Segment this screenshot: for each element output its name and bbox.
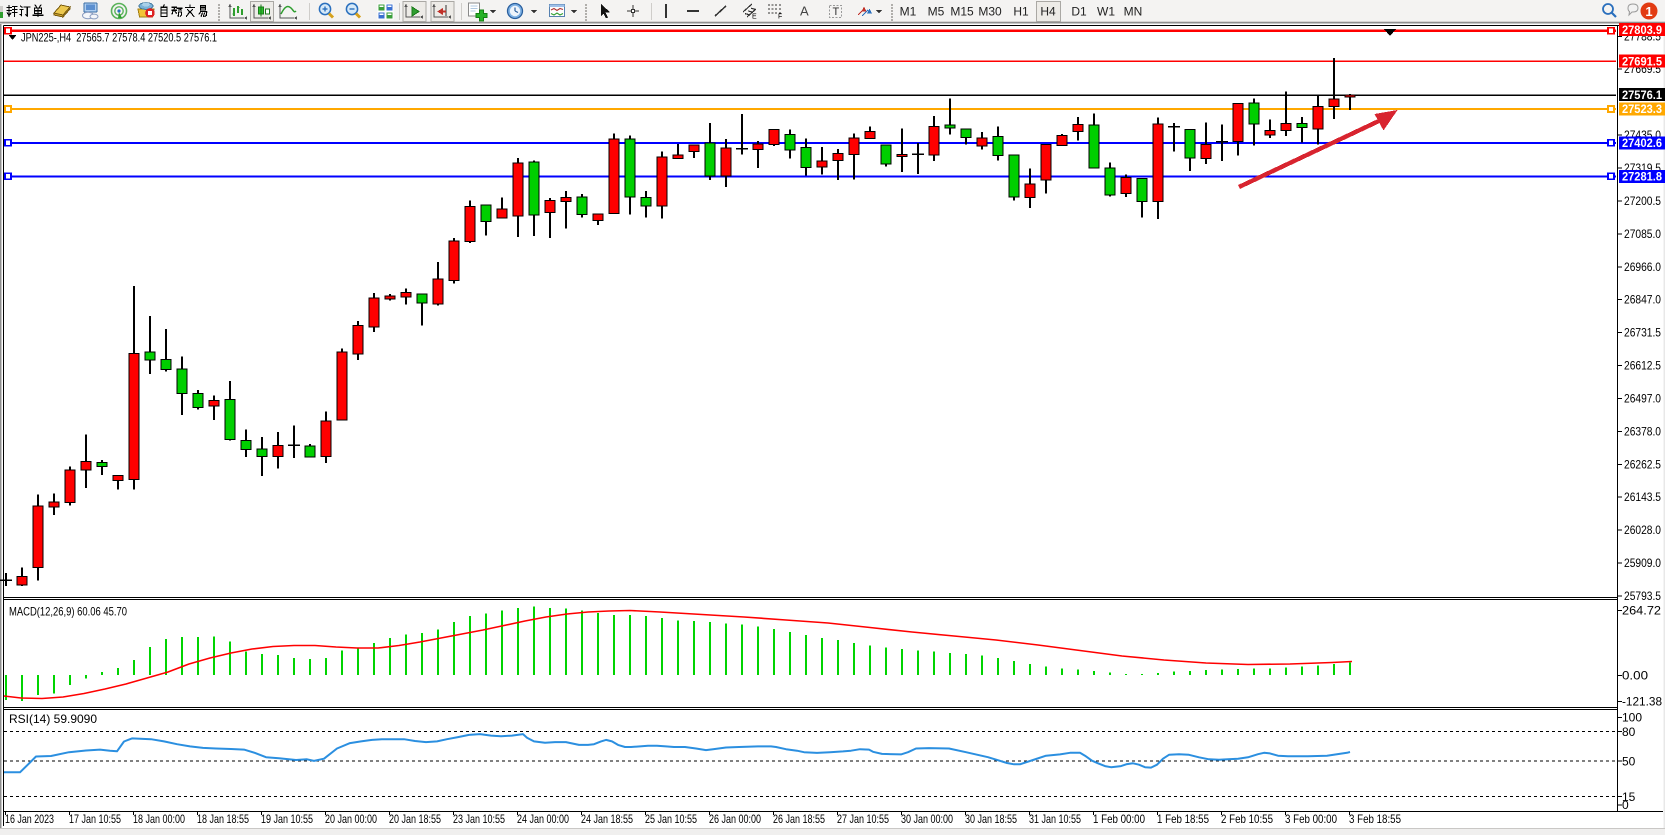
svg-text:D1: D1: [1071, 5, 1087, 19]
svg-text:26262.5: 26262.5: [1624, 457, 1661, 471]
svg-text:3 Feb 00:00: 3 Feb 00:00: [1285, 812, 1337, 826]
svg-text:26 Jan 18:55: 26 Jan 18:55: [773, 812, 825, 826]
svg-text:H1: H1: [1013, 5, 1029, 19]
svg-text:31 Jan 10:55: 31 Jan 10:55: [1029, 812, 1081, 826]
svg-text:23 Jan 10:55: 23 Jan 10:55: [453, 812, 505, 826]
svg-text:20 Jan 18:55: 20 Jan 18:55: [389, 812, 441, 826]
svg-text:JPN225-,H4 27565.7 27578.4 27: JPN225-,H4 27565.7 27578.4 27520.5 27576…: [21, 31, 217, 45]
svg-text:27281.8: 27281.8: [1622, 170, 1662, 184]
svg-text:25 Jan 10:55: 25 Jan 10:55: [645, 812, 697, 826]
svg-text:27200.5: 27200.5: [1624, 194, 1661, 208]
svg-text:26612.5: 26612.5: [1624, 359, 1661, 373]
svg-text:27 Jan 10:55: 27 Jan 10:55: [837, 812, 889, 826]
svg-text:26378.0: 26378.0: [1624, 424, 1661, 438]
svg-text:2 Feb 10:55: 2 Feb 10:55: [1221, 812, 1273, 826]
svg-text:18 Jan 18:55: 18 Jan 18:55: [197, 812, 249, 826]
svg-text:26731.5: 26731.5: [1624, 326, 1661, 340]
svg-text:M1: M1: [900, 5, 917, 19]
svg-text:26143.5: 26143.5: [1624, 490, 1661, 504]
svg-text:25793.5: 25793.5: [1624, 589, 1661, 603]
svg-text:27523.3: 27523.3: [1622, 102, 1662, 116]
svg-text:26 Jan 00:00: 26 Jan 00:00: [709, 812, 761, 826]
svg-text:M5: M5: [928, 5, 945, 19]
svg-text:20 Jan 00:00: 20 Jan 00:00: [325, 812, 377, 826]
svg-text:H4: H4: [1040, 5, 1056, 19]
svg-text:27576.1: 27576.1: [1622, 88, 1662, 102]
svg-text:26028.0: 26028.0: [1624, 523, 1661, 537]
svg-text:27402.6: 27402.6: [1622, 136, 1662, 150]
svg-text:30 Jan 18:55: 30 Jan 18:55: [965, 812, 1017, 826]
svg-text:-121.38: -121.38: [1622, 694, 1662, 708]
svg-text:0: 0: [1622, 798, 1629, 812]
svg-text:F: F: [778, 14, 782, 21]
svg-text:E: E: [752, 14, 757, 21]
svg-text:16 Jan 2023: 16 Jan 2023: [5, 812, 54, 826]
svg-text:18 Jan 00:00: 18 Jan 00:00: [133, 812, 185, 826]
svg-text:27691.5: 27691.5: [1622, 54, 1662, 68]
svg-text:26966.0: 26966.0: [1624, 260, 1661, 274]
svg-text:26847.0: 26847.0: [1624, 293, 1661, 307]
svg-text:M30: M30: [978, 5, 1002, 19]
svg-text:M15: M15: [950, 5, 974, 19]
svg-text:27803.9: 27803.9: [1622, 23, 1662, 37]
svg-text:MN: MN: [1124, 5, 1143, 19]
svg-text:T: T: [833, 6, 840, 18]
svg-text:50: 50: [1622, 754, 1636, 768]
svg-text:30 Jan 00:00: 30 Jan 00:00: [901, 812, 953, 826]
svg-text:15: 15: [1622, 790, 1636, 804]
svg-text:0.00: 0.00: [1622, 668, 1648, 682]
svg-text:24 Jan 00:00: 24 Jan 00:00: [517, 812, 569, 826]
svg-text:264.72: 264.72: [1622, 604, 1661, 618]
svg-text:26497.0: 26497.0: [1624, 392, 1661, 406]
svg-text:24 Jan 18:55: 24 Jan 18:55: [581, 812, 633, 826]
svg-text:MACD(12,26,9) 60.06 45.70: MACD(12,26,9) 60.06 45.70: [9, 605, 127, 619]
svg-text:1 Feb 18:55: 1 Feb 18:55: [1157, 812, 1209, 826]
svg-text:1: 1: [1645, 4, 1652, 19]
svg-text:1 Feb 00:00: 1 Feb 00:00: [1093, 812, 1145, 826]
svg-text:W1: W1: [1097, 5, 1115, 19]
svg-text:19 Jan 10:55: 19 Jan 10:55: [261, 812, 313, 826]
svg-text:17 Jan 10:55: 17 Jan 10:55: [69, 812, 121, 826]
svg-text:A: A: [800, 4, 809, 19]
svg-text:25909.0: 25909.0: [1624, 556, 1661, 570]
svg-text:27085.0: 27085.0: [1624, 227, 1661, 241]
svg-text:3 Feb 18:55: 3 Feb 18:55: [1349, 812, 1401, 826]
svg-text:80: 80: [1622, 725, 1636, 739]
svg-text:100: 100: [1622, 711, 1642, 725]
svg-text:RSI(14) 59.9090: RSI(14) 59.9090: [9, 712, 97, 726]
